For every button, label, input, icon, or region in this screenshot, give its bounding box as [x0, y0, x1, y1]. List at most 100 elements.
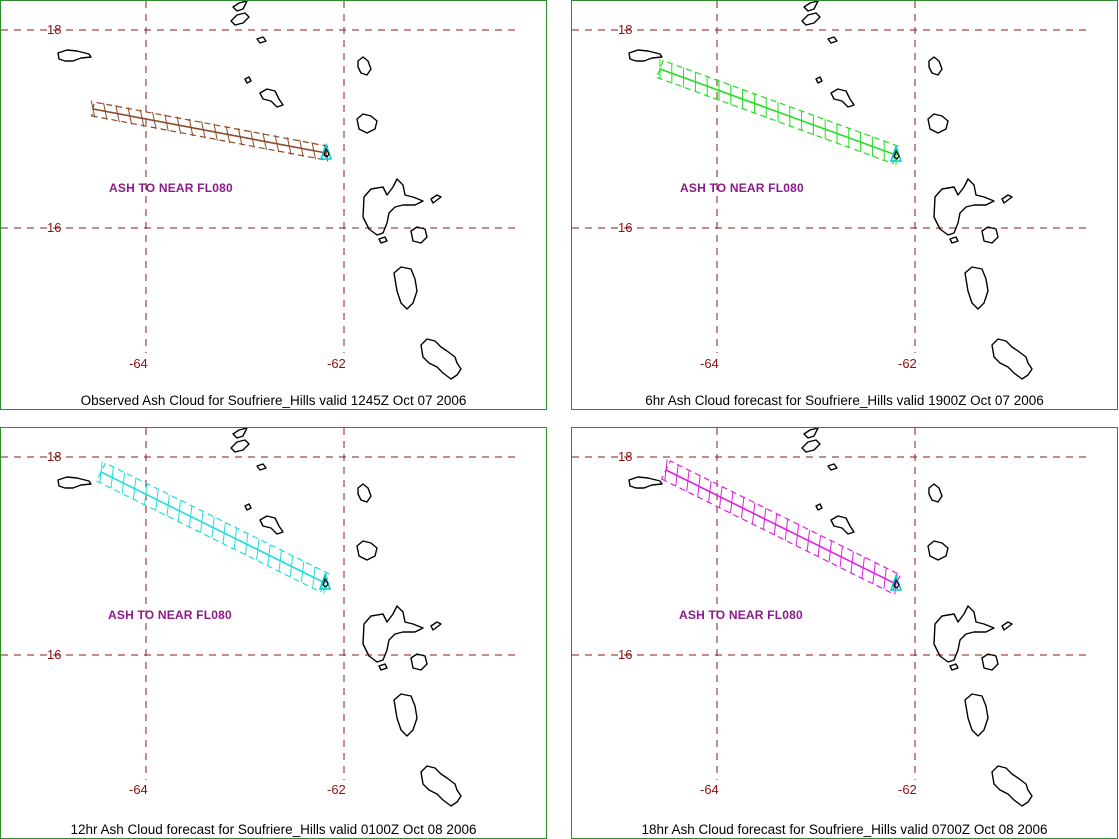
island-desirade	[430, 621, 442, 631]
coastlines	[57, 428, 462, 807]
island-barbuda	[357, 56, 372, 76]
ash-trajectory-line	[100, 471, 326, 584]
volcano-triangle	[319, 142, 333, 160]
island-guadeloupe	[933, 178, 995, 236]
lat-label-16: 16	[618, 647, 633, 662]
island-puerto-rico-east	[628, 476, 663, 489]
lat-label-16: 16	[47, 220, 62, 235]
coastlines	[57, 1, 462, 380]
island-virgin-islands-a	[801, 439, 821, 453]
map-canvas	[572, 1, 1092, 380]
map-canvas	[1, 1, 521, 380]
island-marie-galante	[981, 226, 999, 244]
island-antigua	[356, 540, 378, 561]
coastlines	[628, 428, 1033, 807]
island-marie-galante	[981, 653, 999, 671]
lat-label-18: 18	[618, 449, 633, 464]
graticule	[572, 1, 1092, 353]
island-antigua	[927, 540, 949, 561]
lat-label-16: 16	[618, 220, 633, 235]
volcano-marker-icon	[889, 573, 903, 591]
island-dominica	[964, 266, 989, 310]
panel-6hr-forecast: 18 16 -64 -62 ASH TO NEAR FL080 6hr Ash …	[571, 0, 1118, 410]
ash-cloud	[660, 459, 902, 595]
map-canvas	[572, 428, 1092, 807]
island-saba	[815, 76, 823, 84]
ash-trajectory-line	[665, 469, 897, 585]
ash-altitude-label: ASH TO NEAR FL080	[680, 181, 804, 195]
island-martinique	[420, 338, 462, 380]
island-saba	[244, 503, 252, 511]
island-anguilla	[827, 36, 838, 44]
island-virgin-islands-b	[803, 1, 819, 12]
island-st-kitts-nevis	[830, 515, 855, 535]
graticule	[1, 428, 521, 780]
lon-label-64: -64	[700, 356, 719, 371]
island-dominica	[393, 266, 418, 310]
island-montserrat	[893, 149, 900, 160]
volcano-triangle	[318, 572, 332, 590]
island-saba	[815, 503, 823, 511]
island-antigua	[356, 113, 378, 134]
panel-caption: Observed Ash Cloud for Soufriere_Hills v…	[80, 393, 467, 408]
island-barbuda	[357, 483, 372, 503]
island-guadeloupe	[933, 605, 995, 663]
panel-caption: 18hr Ash Cloud forecast for Soufriere_Hi…	[641, 822, 1048, 837]
island-dominica	[393, 693, 418, 737]
island-virgin-islands-b	[232, 1, 248, 12]
island-les-saintes	[949, 236, 959, 244]
panel-12hr-forecast: 18 16 -64 -62 ASH TO NEAR FL080 12hr Ash…	[0, 427, 547, 839]
graticule	[1, 1, 521, 353]
island-guadeloupe	[362, 605, 424, 663]
island-st-kitts-nevis	[259, 515, 284, 535]
island-martinique	[420, 765, 462, 807]
island-antigua	[927, 113, 949, 134]
volcano-marker-icon	[319, 142, 333, 160]
island-martinique	[991, 338, 1033, 380]
island-virgin-islands-b	[803, 428, 819, 439]
island-les-saintes	[378, 236, 388, 244]
island-montserrat	[893, 578, 900, 589]
ash-trajectory-line	[92, 108, 327, 154]
panel-18hr-forecast: 18 16 -64 -62 ASH TO NEAR FL080 18hr Ash…	[571, 427, 1118, 839]
panel-observed: 18 16 -64 -62 ASH TO NEAR FL080 Observed…	[0, 0, 547, 410]
island-dominica	[964, 693, 989, 737]
island-anguilla	[256, 36, 267, 44]
lat-label-18: 18	[47, 22, 62, 37]
island-desirade	[430, 194, 442, 204]
island-desirade	[1001, 194, 1013, 204]
map-canvas	[1, 428, 521, 807]
volcano-marker-icon	[318, 572, 332, 590]
island-virgin-islands-a	[230, 12, 250, 26]
ash-altitude-label: ASH TO NEAR FL080	[109, 181, 233, 195]
island-desirade	[1001, 621, 1013, 631]
ash-cloud-outline	[660, 460, 902, 594]
volcano-triangle	[889, 144, 903, 162]
island-marie-galante	[410, 653, 428, 671]
ash-cloud	[90, 100, 329, 162]
ash-cloud-outline	[91, 101, 328, 161]
island-st-kitts-nevis	[259, 88, 284, 108]
island-barbuda	[928, 483, 943, 503]
island-les-saintes	[378, 663, 388, 671]
ash-altitude-label: ASH TO NEAR FL080	[108, 608, 232, 622]
island-marie-galante	[410, 226, 428, 244]
lon-label-62: -62	[327, 356, 346, 371]
ash-altitude-label: ASH TO NEAR FL080	[679, 608, 803, 622]
island-st-kitts-nevis	[830, 88, 855, 108]
island-martinique	[991, 765, 1033, 807]
coastlines	[628, 1, 1033, 380]
lon-label-62: -62	[327, 782, 346, 797]
island-puerto-rico-east	[628, 49, 663, 62]
lat-label-18: 18	[618, 22, 633, 37]
panel-caption: 12hr Ash Cloud forecast for Soufriere_Hi…	[70, 822, 477, 837]
ash-cloud	[95, 461, 331, 594]
volcano-marker-icon	[889, 144, 903, 162]
lon-label-64: -64	[700, 782, 719, 797]
panel-caption: 6hr Ash Cloud forecast for Soufriere_Hil…	[645, 393, 1044, 408]
ash-cloud	[656, 58, 900, 166]
lat-label-18: 18	[47, 449, 62, 464]
island-virgin-islands-a	[230, 439, 250, 453]
lon-label-62: -62	[898, 782, 917, 797]
volcano-triangle	[889, 573, 903, 591]
